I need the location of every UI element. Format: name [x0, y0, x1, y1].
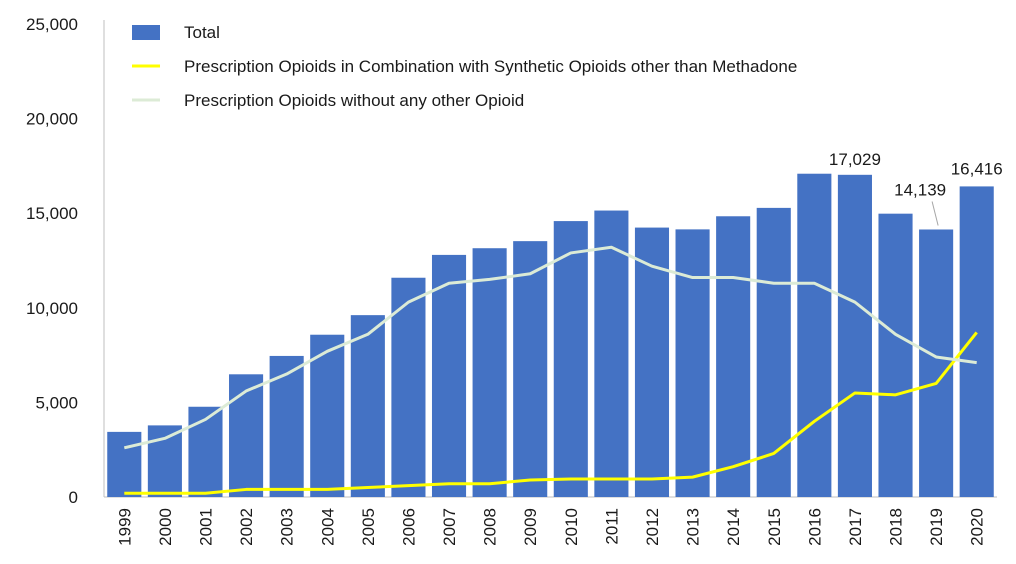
legend-label: Prescription Opioids in Combination with…	[184, 57, 797, 76]
axes: 0 5,000 10,000 15,000 20,000 25,000 1999 2000 20…	[26, 15, 997, 546]
legend-swatch-total	[132, 25, 160, 40]
line-combination-synthetic	[124, 331, 978, 495]
bar-total	[269, 355, 304, 497]
x-tick-label: 2014	[724, 508, 743, 546]
x-tick-label: 2016	[805, 508, 824, 546]
x-tick-label: 2012	[643, 508, 662, 546]
bar-total	[756, 207, 791, 497]
bar-total	[797, 173, 832, 497]
bar-total	[310, 334, 345, 497]
x-tick-label: 1999	[115, 508, 134, 546]
y-tick-label: 20,000	[26, 110, 78, 129]
x-tick-label: 2008	[481, 508, 500, 546]
bar-total	[959, 186, 994, 497]
data-label: 17,029	[829, 150, 881, 169]
bar-total	[391, 277, 426, 497]
x-tick-label: 2002	[237, 508, 256, 546]
bar-total	[878, 213, 913, 497]
bar-total	[919, 229, 954, 498]
y-tick-label: 0	[69, 488, 78, 507]
x-tick-label: 2018	[887, 508, 906, 546]
x-tick-label: 2011	[602, 508, 621, 545]
x-tick-label: 2009	[521, 508, 540, 546]
bar-total	[716, 216, 751, 497]
bar-total	[634, 227, 670, 497]
y-tick-label: 10,000	[26, 299, 78, 318]
bar-total	[553, 221, 588, 497]
line-without-other-opioid	[123, 245, 977, 450]
legend: Total Prescription Opioids in Combination…	[132, 23, 797, 110]
bar-total	[472, 248, 507, 497]
x-tick-label: 2019	[927, 508, 946, 546]
bar-total	[675, 229, 710, 498]
bar-total	[837, 174, 872, 497]
bar-total	[229, 374, 264, 497]
legend-label: Prescription Opioids without any other O…	[184, 91, 524, 110]
bar-total	[107, 431, 142, 497]
bar-total	[431, 254, 467, 497]
bar-total	[188, 406, 223, 497]
y-tick-label: 5,000	[35, 393, 78, 412]
bar-total	[594, 210, 629, 497]
x-tick-label: 2001	[196, 508, 215, 546]
x-tick-label: 2015	[765, 508, 784, 546]
x-tick-label: 2013	[684, 508, 703, 546]
x-tick-label: 2000	[156, 508, 175, 546]
line-series	[123, 245, 978, 495]
data-label: 16,416	[951, 159, 1003, 178]
x-tick-label: 2017	[846, 508, 865, 546]
x-tick-label: 2006	[399, 508, 418, 546]
x-tick-label: 2020	[968, 508, 987, 546]
y-tick-label: 25,000	[26, 15, 78, 34]
data-label-leader-line	[931, 201, 939, 226]
data-labels: 17,029 14,139 16,416	[829, 150, 1003, 226]
x-tick-label: 2010	[562, 508, 581, 546]
bar-total	[350, 315, 385, 497]
bar-total	[147, 425, 182, 497]
x-tick-label: 2005	[359, 508, 378, 546]
x-tick-label: 2004	[318, 508, 337, 546]
legend-label: Total	[184, 23, 220, 42]
bar-series	[107, 173, 994, 498]
y-tick-label: 15,000	[26, 204, 78, 223]
x-tick-label: 2007	[440, 508, 459, 546]
bar-total	[513, 241, 548, 497]
x-tick-label: 2003	[278, 508, 297, 546]
data-label: 14,139	[894, 180, 946, 199]
